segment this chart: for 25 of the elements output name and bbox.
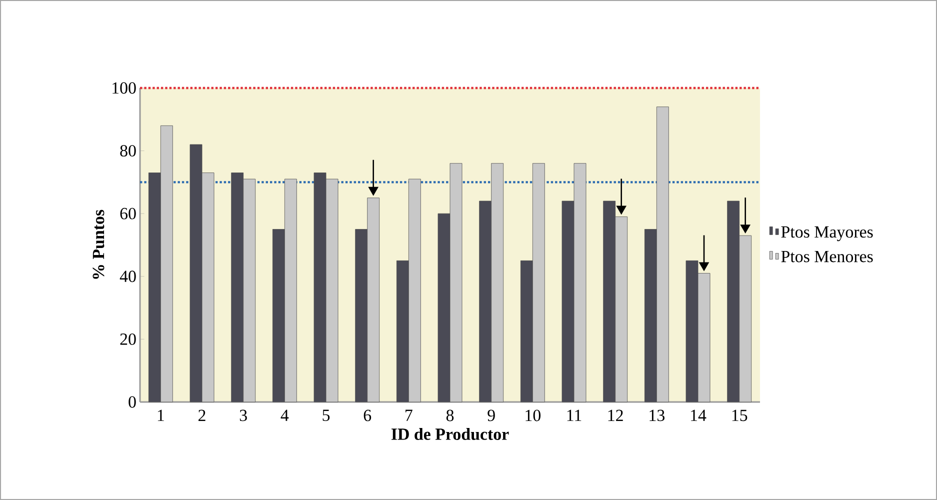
x-tick-label: 2 bbox=[198, 410, 206, 421]
y-tick-label: 40 bbox=[120, 270, 136, 282]
x-tick-label: 4 bbox=[280, 410, 289, 421]
x-tick-label: 12 bbox=[608, 410, 623, 421]
y-tick-label: 20 bbox=[120, 333, 136, 345]
legend-label: Ptos Menores bbox=[781, 250, 873, 262]
y-tick-label: 60 bbox=[120, 208, 136, 220]
y-tick-label: 0 bbox=[128, 396, 136, 408]
x-tick-label: 11 bbox=[567, 410, 582, 421]
x-tick-label: 7 bbox=[406, 410, 412, 421]
legend-label: Ptos Mayores bbox=[781, 226, 873, 242]
x-tick-label: 8 bbox=[446, 410, 454, 422]
x-tick-label: 13 bbox=[650, 410, 664, 422]
y-tick-label: 80 bbox=[120, 145, 136, 157]
y-axis-title: % Puntos bbox=[92, 210, 104, 279]
x-tick-label: 1 bbox=[158, 410, 164, 421]
x-axis-title: ID de Productor bbox=[391, 428, 509, 440]
x-tick-label: 9 bbox=[488, 410, 495, 422]
x-tick-label: 15 bbox=[732, 410, 748, 422]
x-tick-label: 6 bbox=[364, 410, 372, 422]
x-tick-label: 5 bbox=[322, 410, 330, 422]
x-tick-label: 10 bbox=[526, 410, 541, 422]
x-tick-label: 14 bbox=[691, 410, 706, 421]
x-tick-label: 3 bbox=[240, 410, 247, 422]
y-tick-label: 100 bbox=[112, 82, 136, 94]
